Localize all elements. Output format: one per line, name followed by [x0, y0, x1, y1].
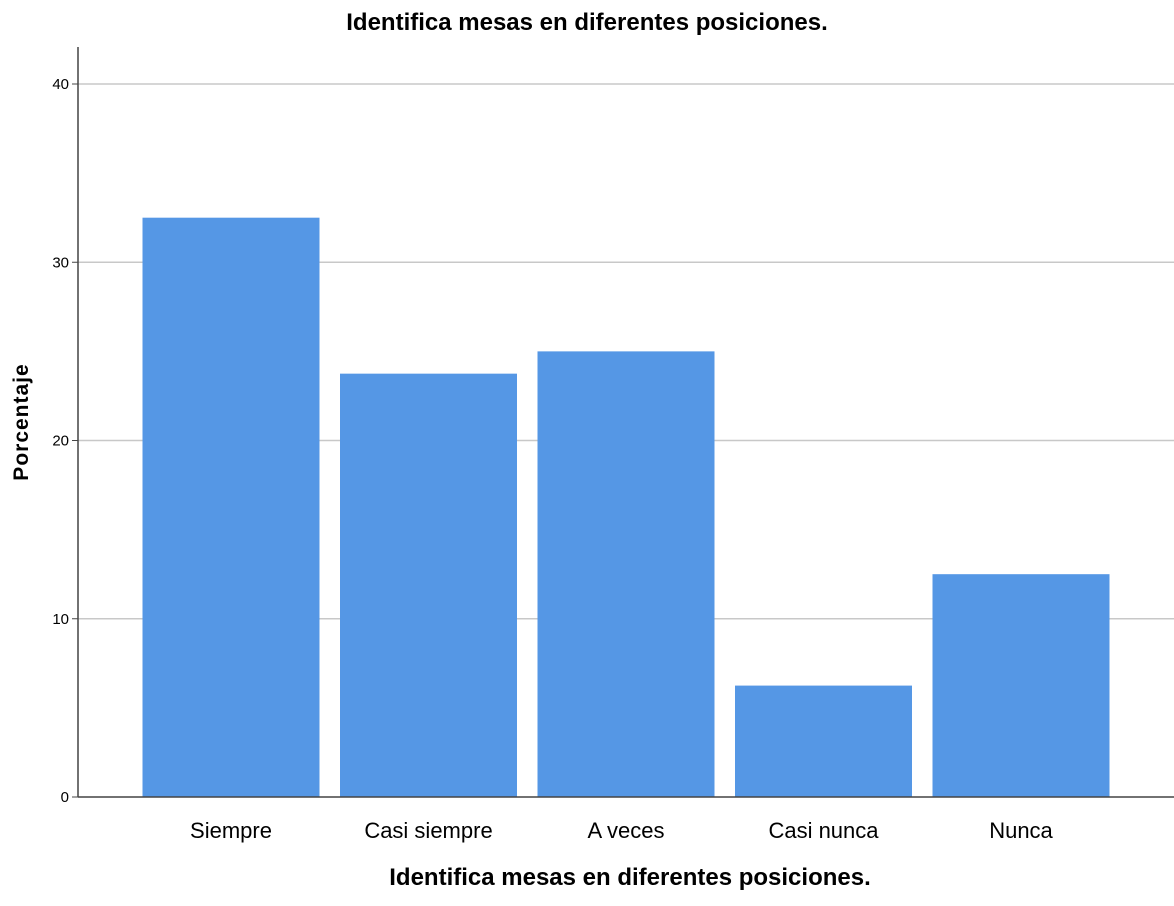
- y-tick-label: 30: [52, 254, 69, 271]
- bars: [142, 217, 1110, 797]
- bar-a-veces: [537, 351, 715, 797]
- x-tick-label: Casi nunca: [768, 818, 879, 843]
- x-tick-label: Siempre: [190, 818, 272, 843]
- y-axis-label: Porcentaje: [10, 363, 33, 480]
- y-tick-label: 20: [52, 433, 69, 450]
- bar-siempre: [142, 217, 320, 797]
- bar-nunca: [932, 574, 1110, 797]
- axes: [77, 47, 1174, 798]
- x-tick-label: Casi siempre: [364, 818, 492, 843]
- bar-casi-siempre: [340, 373, 517, 797]
- x-axis-label: Identifica mesas en diferentes posicione…: [389, 864, 871, 891]
- y-tick-labels: 0 10 20 30 40: [52, 76, 78, 806]
- x-tick-label: Nunca: [989, 818, 1053, 843]
- x-tick-label: A veces: [587, 818, 664, 843]
- y-tick-label: 40: [52, 76, 69, 93]
- y-tick-label: 0: [61, 789, 69, 806]
- bar-casi-nunca: [735, 685, 912, 797]
- y-tick-label: 10: [52, 611, 69, 628]
- chart-title: Identifica mesas en diferentes posicione…: [346, 9, 828, 36]
- x-tick-labels: Siempre Casi siempre A veces Casi nunca Nunc…: [190, 818, 1054, 843]
